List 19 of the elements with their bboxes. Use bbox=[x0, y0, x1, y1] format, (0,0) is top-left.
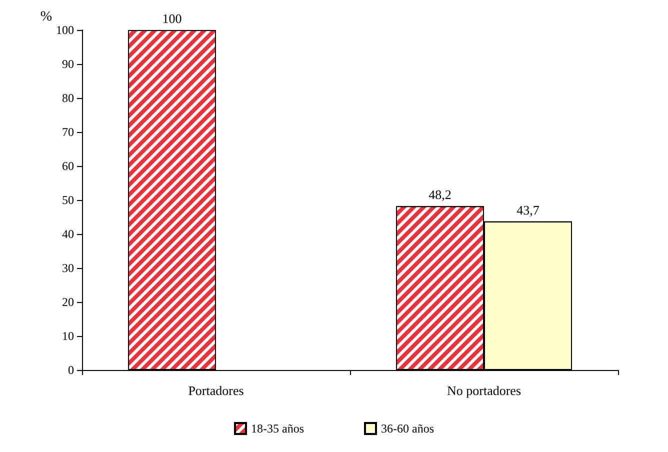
y-tick-label: 30 bbox=[62, 261, 74, 275]
y-tick-label: 10 bbox=[62, 329, 74, 343]
y-tick-label: 40 bbox=[62, 227, 74, 241]
data-label: 43,7 bbox=[516, 202, 540, 218]
data-label: 48,2 bbox=[428, 187, 452, 202]
data-label: 100 bbox=[162, 11, 182, 26]
y-tick-label: 60 bbox=[62, 159, 74, 173]
y-tick-label: 90 bbox=[62, 57, 74, 71]
y-tick-label: 20 bbox=[62, 295, 74, 309]
y-axis-title: % bbox=[40, 10, 52, 25]
x-tick-label: Portadores bbox=[188, 383, 244, 398]
y-tick-label: 70 bbox=[62, 125, 74, 139]
legend-label: 36-60 años bbox=[381, 422, 434, 436]
x-tick-label: No portadores bbox=[446, 383, 522, 398]
y-tick-label: 100 bbox=[56, 23, 74, 37]
y-tick-label: 0 bbox=[68, 363, 74, 377]
y-tick-label: 80 bbox=[62, 91, 74, 105]
legend-label: 18-35 años bbox=[251, 422, 304, 436]
y-tick-label: 50 bbox=[62, 193, 74, 207]
